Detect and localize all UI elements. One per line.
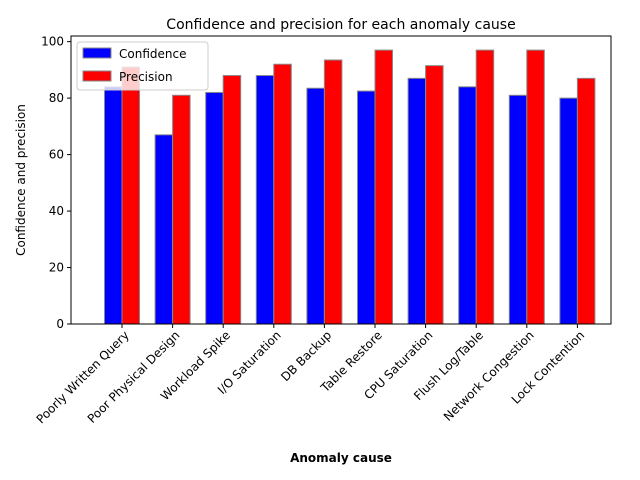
bar-confidence-network-congestion [508, 94, 528, 325]
x-tick-label-poor-physical-design: Poor Physical Design [85, 328, 183, 426]
chart-title: Confidence and precision for each anomal… [166, 17, 515, 33]
legend-swatch-confidence [82, 47, 112, 59]
bar-confidence-table-restore [357, 90, 376, 325]
legend-label-confidence: Confidence [119, 47, 186, 61]
bar-confidence-poorly-written-query [104, 86, 123, 325]
y-tick-label: 100 [41, 35, 64, 49]
y-tick-label: 40 [49, 204, 64, 218]
bar-precision-table-restore [374, 49, 393, 325]
bar-precision-db-backup [323, 59, 343, 325]
bar-confidence-cpu-saturation [407, 77, 427, 325]
bar-confidence-i-o-saturation [255, 75, 275, 325]
y-ticks: 0 20 40 60 80 100 [41, 35, 71, 331]
bar-precision-workload-spike [222, 75, 242, 325]
x-tick-label-db-backup: DB Backup [278, 328, 334, 384]
bar-precision-flush-log-table [475, 49, 495, 325]
bar-precision-lock-contention [576, 77, 596, 325]
bar-precision-i-o-saturation [273, 63, 292, 325]
legend: Confidence Precision [76, 41, 209, 91]
y-tick-label: 80 [49, 91, 64, 105]
y-tick-label: 20 [49, 261, 64, 275]
bar-precision-network-congestion [526, 49, 545, 325]
bar-confidence-db-backup [306, 87, 325, 325]
legend-swatch-precision [82, 70, 112, 82]
legend-label-precision: Precision [119, 70, 173, 84]
bar-precision-poorly-written-query [121, 66, 140, 325]
x-tick-label-poorly-written-query: Poorly Written Query [34, 328, 132, 426]
bar-confidence-workload-spike [205, 91, 224, 325]
bars-layer [104, 49, 596, 325]
bar-confidence-poor-physical-design [154, 134, 174, 325]
y-tick-label: 60 [49, 148, 64, 162]
bar-precision-cpu-saturation [425, 65, 444, 325]
x-axis-label: Anomaly cause [290, 451, 392, 465]
x-tick-label-network-congestion: Network Congestion [441, 328, 537, 424]
bar-confidence-flush-log-table [458, 86, 477, 325]
plot-frame [70, 35, 612, 325]
bar-confidence-lock-contention [559, 97, 578, 325]
y-axis-label: Confidence and precision [14, 104, 28, 256]
bar-precision-poor-physical-design [172, 94, 191, 325]
y-tick-label: 0 [56, 317, 64, 331]
